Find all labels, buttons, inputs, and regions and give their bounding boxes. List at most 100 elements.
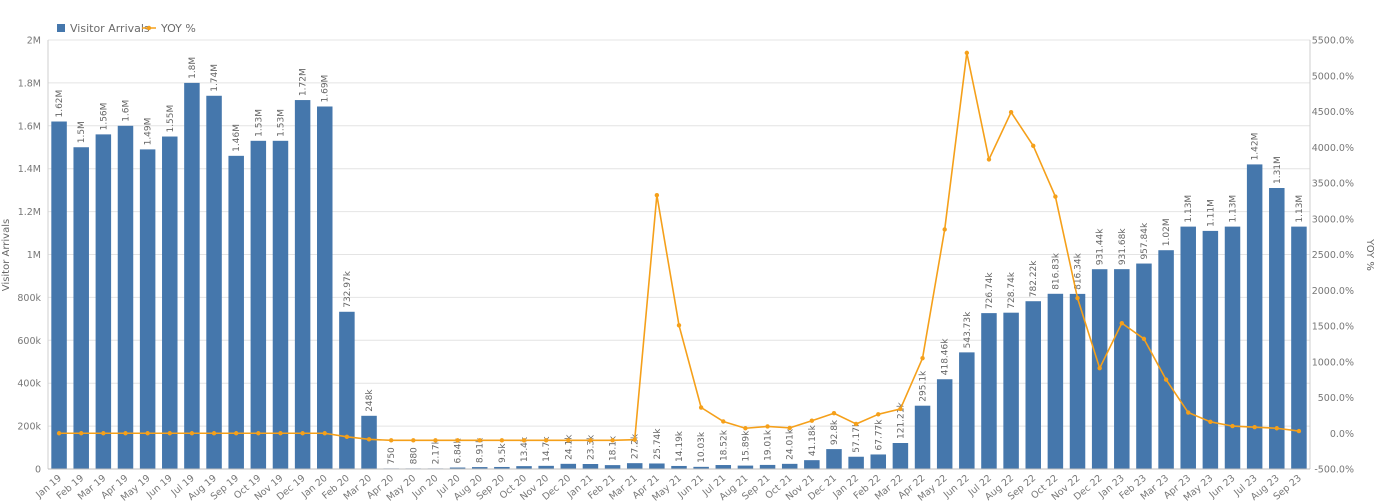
bar-data-label: 1.11M xyxy=(1206,199,1216,227)
y2-tick-label: 5000.0% xyxy=(1312,71,1354,82)
bar xyxy=(781,463,798,469)
bar-data-label: 25.74k xyxy=(653,428,663,460)
bar-data-label: 1.46M xyxy=(232,124,242,152)
bar-data-label: 18.52k xyxy=(719,429,729,461)
bar xyxy=(1269,188,1285,469)
yoy-point xyxy=(809,418,815,423)
yoy-point xyxy=(300,431,305,436)
y-tick-label: 1.2M xyxy=(18,207,41,218)
yoy-point xyxy=(1208,419,1213,425)
bar-data-label: 92.8k xyxy=(830,419,840,445)
yoy-point xyxy=(499,438,505,443)
yoy-point xyxy=(853,421,859,427)
bar xyxy=(339,311,355,469)
bar xyxy=(117,125,134,470)
y2-tick-label: 4500.0% xyxy=(1312,107,1354,118)
bar-data-label: 8.91k xyxy=(476,437,486,463)
bar xyxy=(671,465,687,469)
yoy-point xyxy=(610,438,615,443)
yoy-point xyxy=(1008,110,1014,115)
bar xyxy=(759,464,776,469)
bar xyxy=(1224,226,1241,469)
bar-data-label: 1.13M xyxy=(1184,195,1194,223)
yoy-point xyxy=(1163,377,1169,382)
bar-data-label: 295.1k xyxy=(919,370,929,402)
bar xyxy=(449,467,466,469)
bar xyxy=(1025,301,1041,469)
yoy-point xyxy=(588,438,593,443)
bar xyxy=(361,415,377,469)
yoy-point xyxy=(256,431,261,436)
bar xyxy=(737,465,754,469)
bar-data-label: 23.3k xyxy=(586,434,596,460)
yoy-point xyxy=(1296,428,1302,434)
y2-tick-label: -500.0% xyxy=(1314,465,1354,476)
bar-data-label: 726.74k xyxy=(985,272,995,309)
bar-data-label: 816.34k xyxy=(1074,252,1084,289)
bar xyxy=(936,379,953,469)
bar-data-label: 732.97k xyxy=(343,270,353,307)
y-tick-label: 1.6M xyxy=(18,121,41,132)
y-tick-label: 1.4M xyxy=(18,164,41,175)
yoy-point xyxy=(1141,336,1147,342)
yoy-point xyxy=(632,437,637,442)
bar-data-label: 1.55M xyxy=(166,105,176,133)
yoy-point xyxy=(433,438,438,443)
bar xyxy=(1291,226,1307,469)
y-axis-title: Visitor Arrivals xyxy=(1,219,12,291)
bar xyxy=(162,136,178,469)
bar xyxy=(1202,230,1219,469)
bar xyxy=(228,155,244,469)
bar xyxy=(582,464,599,469)
yoy-point xyxy=(167,431,172,436)
bar-data-label: 57.17k xyxy=(852,421,862,453)
bar-data-label: 880 xyxy=(409,447,419,464)
bar xyxy=(649,463,665,469)
yoy-point xyxy=(101,431,106,436)
y2-tick-label: 3500.0% xyxy=(1312,179,1354,190)
y-tick-label: 1.8M xyxy=(18,78,41,89)
y2-tick-label: 0.0% xyxy=(1330,429,1354,440)
bar xyxy=(317,106,333,470)
yoy-point xyxy=(898,406,903,412)
legend-swatch-bars xyxy=(57,24,65,32)
y2-tick-label: 1000.0% xyxy=(1312,357,1354,368)
bar-data-label: 67.77k xyxy=(874,419,884,451)
bar-data-label: 728.74k xyxy=(1007,271,1017,308)
bar-data-label: 41.18k xyxy=(808,424,818,456)
bar-data-label: 1.69M xyxy=(321,75,331,103)
bar xyxy=(1180,226,1196,469)
bar-data-label: 1.42M xyxy=(1251,133,1261,161)
yoy-point xyxy=(1230,423,1235,429)
yoy-point xyxy=(477,438,482,443)
yoy-point xyxy=(876,412,881,417)
bar-data-label: 19.01k xyxy=(764,429,774,461)
legend-label-visitor-arrivals: Visitor Arrivals xyxy=(70,22,150,35)
yoy-line xyxy=(59,52,1300,442)
y2-tick-label: 2500.0% xyxy=(1312,250,1354,261)
y2-tick-label: 3000.0% xyxy=(1312,214,1354,225)
y-axis-right: -500.0% 0.0% 500.0% 1000.0% 1500.0% 2000.0% 25… xyxy=(1309,36,1354,476)
yoy-point xyxy=(189,431,195,436)
legend: Visitor Arrivals YOY % xyxy=(57,22,196,35)
bar-data-label: 1.56M xyxy=(99,103,109,131)
bar-data-label: 9.5k xyxy=(498,443,508,463)
bar-data-label: 957.84k xyxy=(1140,222,1150,259)
y2-tick-label: 4000.0% xyxy=(1312,143,1354,154)
yoy-point xyxy=(344,434,350,440)
bar-data-label: 1.31M xyxy=(1273,156,1283,184)
y-tick-label: 200k xyxy=(17,422,41,433)
bar xyxy=(1003,312,1019,469)
y2-tick-label: 2000.0% xyxy=(1312,286,1354,297)
bar-data-label: 27.2k xyxy=(631,433,641,459)
bar-data-label: 1.74M xyxy=(210,64,220,92)
yoy-point xyxy=(566,438,571,443)
bar xyxy=(626,463,643,469)
bar xyxy=(959,352,975,469)
bar-data-label: 2.17k xyxy=(431,438,441,464)
yoy-point xyxy=(388,438,394,443)
bar-data-label: 418.46k xyxy=(941,338,951,375)
bar xyxy=(1136,263,1152,469)
bar-data-label: 24.1k xyxy=(564,434,574,460)
